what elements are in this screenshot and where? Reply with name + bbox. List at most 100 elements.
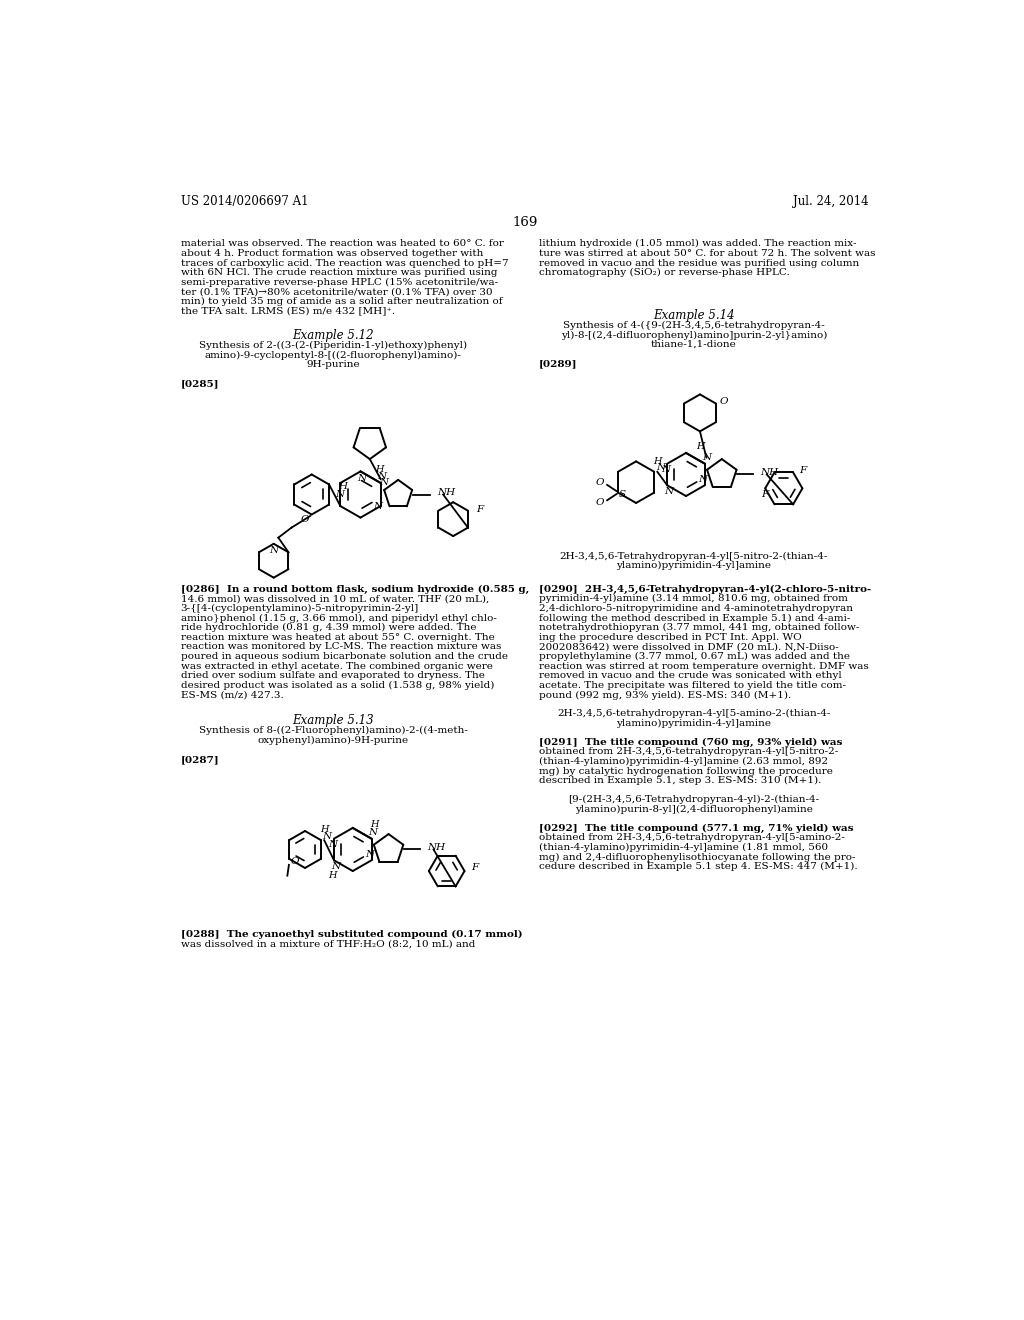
Text: was dissolved in a mixture of THF:H₂O (8:2, 10 mL) and: was dissolved in a mixture of THF:H₂O (8… — [180, 940, 475, 949]
Text: about 4 h. Product formation was observed together with: about 4 h. Product formation was observe… — [180, 249, 483, 257]
Text: Example 5.13: Example 5.13 — [293, 714, 374, 727]
Text: O: O — [596, 498, 604, 507]
Text: 14.6 mmol) was dissolved in 10 mL of water. THF (20 mL),: 14.6 mmol) was dissolved in 10 mL of wat… — [180, 594, 488, 603]
Text: Jul. 24, 2014: Jul. 24, 2014 — [794, 195, 869, 209]
Text: following the method described in Example 5.1) and 4-ami-: following the method described in Exampl… — [539, 614, 850, 623]
Text: mg) by catalytic hydrogenation following the procedure: mg) by catalytic hydrogenation following… — [539, 767, 833, 776]
Text: described in Example 5.1, step 3. ES-MS: 310 (M+1).: described in Example 5.1, step 3. ES-MS:… — [539, 776, 821, 785]
Text: amino}phenol (1.15 g, 3.66 mmol), and piperidyl ethyl chlo-: amino}phenol (1.15 g, 3.66 mmol), and pi… — [180, 614, 497, 623]
Text: chromatography (SiO₂) or reverse-phase HPLC.: chromatography (SiO₂) or reverse-phase H… — [539, 268, 790, 277]
Text: was extracted in ethyl acetate. The combined organic were: was extracted in ethyl acetate. The comb… — [180, 661, 493, 671]
Text: propylethylamine (3.77 mmol, 0.67 mL) was added and the: propylethylamine (3.77 mmol, 0.67 mL) wa… — [539, 652, 850, 661]
Text: N: N — [379, 478, 388, 487]
Text: N: N — [328, 841, 337, 849]
Text: semi-preparative reverse-phase HPLC (15% acetonitrile/wa-: semi-preparative reverse-phase HPLC (15%… — [180, 277, 498, 286]
Text: cedure described in Example 5.1 step 4. ES-MS: 447 (M+1).: cedure described in Example 5.1 step 4. … — [539, 862, 857, 871]
Text: pound (992 mg, 93% yield). ES-MS: 340 (M+1).: pound (992 mg, 93% yield). ES-MS: 340 (M… — [539, 690, 791, 700]
Text: N: N — [269, 546, 279, 556]
Text: N: N — [665, 487, 674, 496]
Text: [9-(2H-3,4,5,6-Tetrahydropyran-4-yl)-2-(thian-4-: [9-(2H-3,4,5,6-Tetrahydropyran-4-yl)-2-(… — [568, 795, 819, 804]
Text: 169: 169 — [512, 216, 538, 230]
Text: material was observed. The reaction was heated to 60° C. for: material was observed. The reaction was … — [180, 239, 504, 248]
Text: N: N — [323, 832, 332, 841]
Text: oxyphenyl)amino)-9H-purine: oxyphenyl)amino)-9H-purine — [258, 737, 409, 744]
Text: removed in vacuo and the residue was purified using column: removed in vacuo and the residue was pur… — [539, 259, 859, 268]
Text: reaction mixture was heated at about 55° C. overnight. The: reaction mixture was heated at about 55°… — [180, 632, 495, 642]
Text: ture was stirred at about 50° C. for about 72 h. The solvent was: ture was stirred at about 50° C. for abo… — [539, 249, 876, 257]
Text: yl)-8-[(2,4-difluorophenyl)amino]purin-2-yl}amino): yl)-8-[(2,4-difluorophenyl)amino]purin-2… — [560, 330, 827, 339]
Text: N: N — [698, 475, 708, 483]
Text: N: N — [701, 453, 711, 462]
Text: H: H — [328, 871, 337, 880]
Text: Example 5.14: Example 5.14 — [653, 309, 734, 322]
Text: traces of carboxylic acid. The reaction was quenched to pH=7: traces of carboxylic acid. The reaction … — [180, 259, 508, 268]
Text: H: H — [371, 820, 379, 829]
Text: with 6N HCl. The crude reaction mixture was purified using: with 6N HCl. The crude reaction mixture … — [180, 268, 498, 277]
Text: ES-MS (m/z) 427.3.: ES-MS (m/z) 427.3. — [180, 690, 284, 700]
Text: obtained from 2H-3,4,5,6-tetrahydropyran-4-yl[5-nitro-2-: obtained from 2H-3,4,5,6-tetrahydropyran… — [539, 747, 838, 756]
Text: Synthesis of 4-({9-(2H-3,4,5,6-tetrahydropyran-4-: Synthesis of 4-({9-(2H-3,4,5,6-tetrahydr… — [563, 321, 824, 330]
Text: acetate. The precipitate was filtered to yield the title com-: acetate. The precipitate was filtered to… — [539, 681, 846, 690]
Text: ter (0.1% TFA)→80% acetonitrile/water (0.1% TFA) over 30: ter (0.1% TFA)→80% acetonitrile/water (0… — [180, 288, 493, 297]
Text: N: N — [336, 490, 345, 499]
Text: F: F — [800, 466, 807, 475]
Text: O: O — [301, 515, 309, 524]
Text: [0292]  The title compound (577.1 mg, 71% yield) was: [0292] The title compound (577.1 mg, 71%… — [539, 824, 853, 833]
Text: poured in aqueous sodium bicarbonate solution and the crude: poured in aqueous sodium bicarbonate sol… — [180, 652, 508, 661]
Text: ride hydrochloride (0.81 g, 4.39 mmol) were added. The: ride hydrochloride (0.81 g, 4.39 mmol) w… — [180, 623, 476, 632]
Text: O: O — [596, 478, 604, 487]
Text: thiane-1,1-dione: thiane-1,1-dione — [651, 341, 736, 348]
Text: the TFA salt. LRMS (ES) m/e 432 [MH]⁺.: the TFA salt. LRMS (ES) m/e 432 [MH]⁺. — [180, 306, 395, 315]
Text: H: H — [696, 442, 705, 451]
Text: [0285]: [0285] — [180, 379, 219, 388]
Text: S: S — [618, 490, 626, 499]
Text: 2H-3,4,5,6-Tetrahydropyran-4-yl[5-nitro-2-(thian-4-: 2H-3,4,5,6-Tetrahydropyran-4-yl[5-nitro-… — [559, 552, 828, 561]
Text: reaction was monitored by LC-MS. The reaction mixture was: reaction was monitored by LC-MS. The rea… — [180, 643, 501, 651]
Text: Synthesis of 8-((2-Fluorophenyl)amino)-2-((4-meth-: Synthesis of 8-((2-Fluorophenyl)amino)-2… — [199, 726, 468, 735]
Text: ylamino)purin-8-yl](2,4-difluorophenyl)amine: ylamino)purin-8-yl](2,4-difluorophenyl)a… — [574, 805, 813, 814]
Text: [0286]  In a round bottom flask, sodium hydroxide (0.585 g,: [0286] In a round bottom flask, sodium h… — [180, 585, 529, 594]
Text: ylamino)pyrimidin-4-yl]amine: ylamino)pyrimidin-4-yl]amine — [616, 561, 771, 570]
Text: [0290]  2H-3,4,5,6-Tetrahydropyran-4-yl(2-chloro-5-nitro-: [0290] 2H-3,4,5,6-Tetrahydropyran-4-yl(2… — [539, 585, 871, 594]
Text: H: H — [338, 482, 347, 491]
Text: notetrahydrothiopyran (3.77 mmol, 441 mg, obtained follow-: notetrahydrothiopyran (3.77 mmol, 441 mg… — [539, 623, 859, 632]
Text: N: N — [357, 474, 367, 483]
Text: ing the procedure described in PCT Int. Appl. WO: ing the procedure described in PCT Int. … — [539, 632, 802, 642]
Text: O: O — [291, 857, 299, 866]
Text: F: F — [471, 863, 478, 871]
Text: N: N — [369, 828, 378, 837]
Text: 2,4-dichloro-5-nitropyrimidine and 4-aminotetrahydropyran: 2,4-dichloro-5-nitropyrimidine and 4-ami… — [539, 603, 853, 612]
Text: (thian-4-ylamino)pyrimidin-4-yl]amine (1.81 mmol, 560: (thian-4-ylamino)pyrimidin-4-yl]amine (1… — [539, 843, 827, 851]
Text: 2002083642) were dissolved in DMF (20 mL). N,N-Diiso-: 2002083642) were dissolved in DMF (20 mL… — [539, 643, 839, 651]
Text: (thian-4-ylamino)pyrimidin-4-yl]amine (2.63 mmol, 892: (thian-4-ylamino)pyrimidin-4-yl]amine (2… — [539, 758, 827, 766]
Text: NH: NH — [437, 488, 456, 498]
Text: obtained from 2H-3,4,5,6-tetrahydropyran-4-yl[5-amino-2-: obtained from 2H-3,4,5,6-tetrahydropyran… — [539, 833, 845, 842]
Text: N: N — [373, 502, 382, 511]
Text: N: N — [655, 463, 665, 473]
Text: H: H — [653, 457, 662, 466]
Text: [0291]  The title compound (760 mg, 93% yield) was: [0291] The title compound (760 mg, 93% y… — [539, 738, 842, 747]
Text: Example 5.12: Example 5.12 — [293, 329, 374, 342]
Text: [0288]  The cyanoethyl substituted compound (0.17 mmol): [0288] The cyanoethyl substituted compou… — [180, 931, 522, 940]
Text: reaction was stirred at room temperature overnight. DMF was: reaction was stirred at room temperature… — [539, 661, 868, 671]
Text: N: N — [662, 466, 671, 474]
Text: NH: NH — [427, 843, 445, 853]
Text: 3-{[4-(cyclopentylamino)-5-nitropyrimin-2-yl]: 3-{[4-(cyclopentylamino)-5-nitropyrimin-… — [180, 603, 419, 612]
Text: pyrimidin-4-yl)amine (3.14 mmol, 810.6 mg, obtained from: pyrimidin-4-yl)amine (3.14 mmol, 810.6 m… — [539, 594, 848, 603]
Text: 2H-3,4,5,6-tetrahydropyran-4-yl[5-amino-2-(thian-4-: 2H-3,4,5,6-tetrahydropyran-4-yl[5-amino-… — [557, 709, 830, 718]
Text: H: H — [375, 465, 383, 474]
Text: removed in vacuo and the crude was sonicated with ethyl: removed in vacuo and the crude was sonic… — [539, 671, 842, 680]
Text: F: F — [762, 490, 769, 499]
Text: desired product was isolated as a solid (1.538 g, 98% yield): desired product was isolated as a solid … — [180, 681, 494, 690]
Text: Synthesis of 2-((3-(2-(Piperidin-1-yl)ethoxy)phenyl): Synthesis of 2-((3-(2-(Piperidin-1-yl)et… — [200, 341, 467, 350]
Text: O: O — [719, 397, 728, 405]
Text: US 2014/0206697 A1: US 2014/0206697 A1 — [180, 195, 308, 209]
Text: lithium hydroxide (1.05 mmol) was added. The reaction mix-: lithium hydroxide (1.05 mmol) was added.… — [539, 239, 856, 248]
Text: [0287]: [0287] — [180, 755, 219, 764]
Text: N: N — [331, 862, 340, 871]
Text: dried over sodium sulfate and evaporated to dryness. The: dried over sodium sulfate and evaporated… — [180, 671, 484, 680]
Text: mg) and 2,4-difluorophenylisothiocyanate following the pro-: mg) and 2,4-difluorophenylisothiocyanate… — [539, 853, 855, 862]
Text: amino)-9-cyclopentyl-8-[((2-fluorophenyl)amino)-: amino)-9-cyclopentyl-8-[((2-fluorophenyl… — [205, 351, 462, 359]
Text: NH: NH — [761, 469, 778, 478]
Text: F: F — [476, 504, 483, 513]
